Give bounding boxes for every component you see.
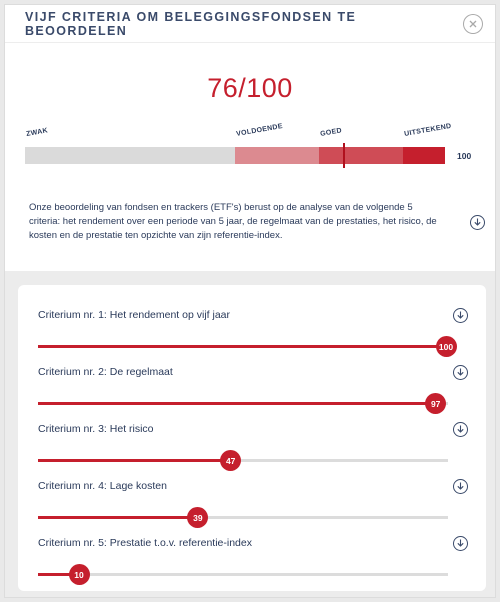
close-button[interactable] [463, 13, 483, 34]
scale-segment-goed [319, 147, 403, 164]
scale-segment-zwak [25, 147, 235, 164]
criterion-score-badge: 47 [220, 450, 242, 471]
criterion-score-badge: 10 [68, 564, 90, 585]
criterion-score-badge: 97 [425, 393, 447, 414]
chevron-down-circle-icon [457, 539, 464, 547]
expand-criterion-button[interactable] [453, 421, 468, 437]
criterion-fill [38, 459, 231, 462]
criterion-track: 97 [38, 393, 448, 414]
chevron-down-circle-icon [457, 482, 464, 490]
scale-segment-voldoende [235, 147, 319, 164]
criterion-fill [38, 573, 79, 576]
expand-criterion-button[interactable] [453, 535, 468, 551]
criterion-score-badge: 100 [435, 336, 457, 357]
rating-scale-bar [25, 143, 445, 168]
criterion-fill [38, 516, 198, 519]
criterion-fill [38, 402, 436, 405]
description-row: Onze beoordeling van fondsen en trackers… [29, 201, 485, 243]
close-icon [469, 20, 477, 27]
chevron-down-circle-icon [457, 311, 464, 319]
criterion-label: Criterium nr. 1: Het rendement op vijf j… [38, 309, 230, 321]
scale-label-goed: GOED [319, 127, 343, 138]
criterion-row: Criterium nr. 5: Prestatie t.o.v. refere… [38, 535, 468, 592]
criterion-track: 47 [38, 450, 448, 471]
criterion-label: Criterium nr. 5: Prestatie t.o.v. refere… [38, 537, 252, 549]
description-text: Onze beoordeling van fondsen en trackers… [29, 202, 437, 241]
criterion-label: Criterium nr. 3: Het risico [38, 423, 154, 435]
chevron-down-circle-icon [457, 368, 464, 376]
scale-label-voldoende: VOLDOENDE [235, 122, 284, 138]
criterion-label: Criterium nr. 4: Lage kosten [38, 480, 167, 492]
modal-header: VIJF CRITERIA OM BELEGGINGSFONDSEN TE BE… [5, 5, 495, 43]
criterion-row: Criterium nr. 3: Het risico 47 [38, 421, 468, 478]
score-marker [343, 143, 346, 168]
criterion-label: Criterium nr. 2: De regelmaat [38, 366, 173, 378]
scale-label-zwak: ZWAK [25, 127, 49, 138]
criterion-header: Criterium nr. 3: Het risico [38, 421, 468, 437]
criterion-row: Criterium nr. 4: Lage kosten 39 [38, 478, 468, 535]
criterion-fill [38, 345, 448, 348]
scale-max-label: 100 [457, 151, 472, 161]
criterion-row: Criterium nr. 2: De regelmaat 97 [38, 364, 468, 421]
scale-segment-uitstekend [403, 147, 445, 164]
criterion-header: Criterium nr. 5: Prestatie t.o.v. refere… [38, 535, 468, 551]
chevron-down-circle-icon [457, 425, 464, 433]
overall-score: 76/100 [207, 73, 293, 103]
criterion-score-badge: 39 [187, 507, 209, 528]
criterion-header: Criterium nr. 2: De regelmaat [38, 364, 468, 380]
chevron-down-circle-icon [474, 218, 481, 226]
criteria-card: Criterium nr. 1: Het rendement op vijf j… [18, 285, 486, 591]
expand-description-button[interactable] [470, 214, 485, 230]
criterion-header: Criterium nr. 1: Het rendement op vijf j… [38, 307, 468, 323]
expand-criterion-button[interactable] [453, 364, 468, 380]
criteria-modal: VIJF CRITERIA OM BELEGGINGSFONDSEN TE BE… [4, 4, 496, 598]
criterion-track: 10 [38, 564, 448, 585]
criterion-track: 100 [38, 336, 457, 357]
criterion-track: 39 [38, 507, 448, 528]
criterion-header: Criterium nr. 4: Lage kosten [38, 478, 468, 494]
expand-criterion-button[interactable] [453, 478, 468, 494]
criteria-section: Criterium nr. 1: Het rendement op vijf j… [5, 271, 495, 597]
scale-label-uitstekend: UITSTEKEND [403, 122, 453, 138]
expand-criterion-button[interactable] [453, 307, 468, 323]
rating-scale: ZWAK VOLDOENDE GOED UITSTEKEND [25, 117, 452, 168]
modal-title: VIJF CRITERIA OM BELEGGINGSFONDSEN TE BE… [25, 9, 357, 38]
criterion-row: Criterium nr. 1: Het rendement op vijf j… [38, 307, 468, 364]
